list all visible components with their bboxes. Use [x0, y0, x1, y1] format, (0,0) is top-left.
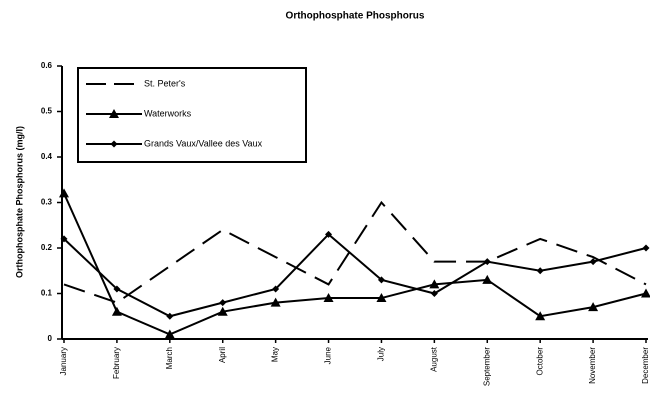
data-point: [482, 274, 493, 284]
x-tick-label: July: [377, 347, 386, 361]
x-tick-label: October: [535, 347, 544, 376]
data-point: [113, 285, 121, 293]
y-tick-label: 0.4: [41, 152, 53, 161]
data-point: [111, 306, 122, 316]
data-point: [588, 302, 599, 312]
x-tick-label: December: [641, 347, 650, 384]
y-tick-label: 0.5: [41, 107, 53, 116]
y-axis-label: Orthophosphate Phosphorus (mg/l): [14, 126, 24, 278]
legend-label: Waterworks: [144, 108, 192, 118]
data-point: [323, 293, 334, 303]
data-point: [483, 258, 491, 266]
data-point: [217, 306, 228, 316]
data-point: [164, 329, 175, 339]
x-tick-label: September: [482, 347, 491, 386]
legend-label: St. Peter's: [144, 78, 186, 88]
series-line: [63, 192, 647, 336]
data-point: [219, 299, 227, 307]
data-point: [60, 235, 68, 243]
data-point: [376, 293, 387, 303]
y-tick-label: 0: [48, 334, 53, 343]
data-point: [589, 258, 597, 266]
data-point: [377, 276, 385, 284]
legend-marker: [109, 109, 119, 118]
data-point: [272, 285, 280, 293]
data-point: [59, 188, 69, 198]
series-line: [63, 200, 647, 304]
y-tick-label: 0.1: [41, 289, 53, 298]
x-tick-label: April: [218, 347, 227, 363]
data-point: [166, 312, 174, 320]
data-point: [536, 267, 544, 275]
y-tick-label: 0.2: [41, 243, 53, 252]
x-tick-label: March: [165, 347, 174, 369]
data-point: [642, 244, 650, 252]
x-tick-label: November: [588, 347, 597, 384]
chart-title: Orthophosphate Phosphorus: [286, 11, 425, 22]
data-point: [270, 297, 281, 307]
series-line: [63, 232, 647, 318]
y-tick-label: 0.3: [41, 198, 53, 207]
data-point: [641, 288, 650, 298]
x-tick-label: August: [429, 346, 438, 372]
data-point: [325, 230, 333, 238]
data-point: [429, 279, 440, 289]
legend-label: Grands Vaux/Vallee des Vaux: [144, 138, 263, 148]
x-tick-label: January: [59, 347, 68, 375]
data-point: [535, 311, 546, 321]
x-tick-label: June: [324, 346, 333, 364]
y-tick-label: 0.6: [41, 61, 53, 70]
x-tick-label: February: [112, 347, 121, 379]
data-point: [430, 290, 438, 297]
legend-marker: [110, 140, 118, 148]
x-tick-label: May: [271, 347, 280, 362]
